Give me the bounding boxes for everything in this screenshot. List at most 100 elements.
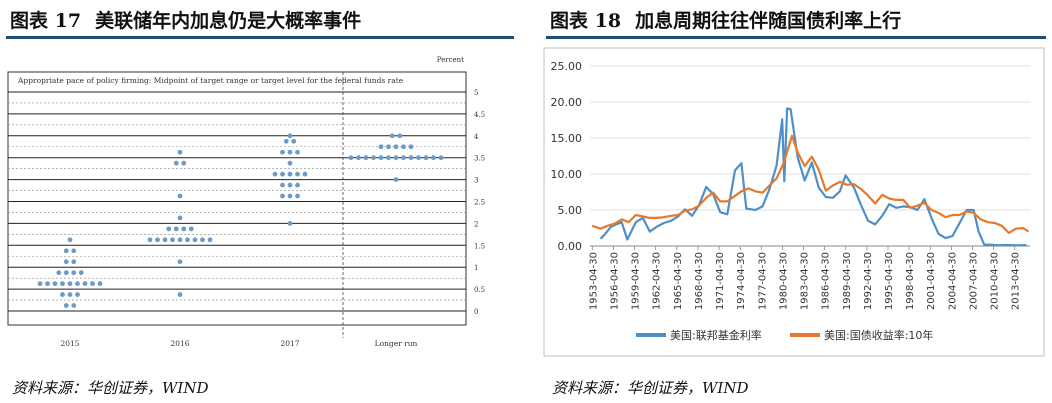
dotplot-dot — [177, 259, 183, 265]
dotplot-dot — [416, 155, 421, 161]
dotplot-dot — [280, 182, 285, 188]
dotplot-dot — [287, 160, 293, 166]
dotplot-dot — [280, 193, 285, 199]
left-chart-title-text: 美联储年内加息仍是大概率事件 — [95, 10, 362, 32]
rate-line-chart: 0.00 5.00 10.00 15.00 20.00 25.00 1953-04-30 19… — [543, 47, 1045, 357]
dotplot-dot — [386, 144, 391, 150]
dotplot-dot — [60, 281, 65, 287]
dotplot-dot — [378, 155, 384, 161]
dotplot-dot — [188, 226, 194, 232]
dotplot-dot — [423, 155, 429, 161]
linechart-x-tick-label: 1980-04-30 — [778, 252, 789, 310]
dotplot-x-category-label: 2016 — [170, 339, 189, 348]
dotplot-dot — [67, 281, 73, 287]
dotplot-y-tick-label: 0.5 — [474, 286, 485, 294]
dotplot-dot — [287, 133, 293, 139]
left-chart-title: 图表 17 美联储年内加息仍是大概率事件 — [10, 6, 361, 33]
treasury-10y-yield-line — [591, 134, 1030, 235]
dotplot-dot — [291, 138, 297, 144]
linechart-y-tick-label: 20.00 — [551, 96, 583, 109]
dotplot-y-tick-label: 0 — [474, 308, 478, 316]
dotplot-dot — [408, 155, 414, 161]
left-panel: 图表 17 美联储年内加息仍是大概率事件 Percent Appropriate p… — [0, 0, 520, 403]
right-chart-title: 图表 18 加息周期往往伴随国债利率上行 — [550, 6, 901, 33]
dotplot-dot — [45, 281, 50, 287]
linechart-x-tick-label: 1956-04-30 — [609, 252, 620, 310]
linechart-x-tick-label: 1986-04-30 — [821, 252, 832, 310]
dotplot-dot — [408, 144, 414, 150]
dotplot-dot — [386, 155, 391, 161]
dotplot-dot — [173, 160, 179, 166]
dotplot-dot — [272, 171, 278, 177]
dotplot-dot — [295, 171, 300, 177]
linechart-x-tick-label: 2007-04-30 — [968, 252, 979, 310]
linechart-x-tick-label: 1992-04-30 — [863, 252, 874, 310]
dotplot-frame — [7, 71, 467, 326]
right-chart-number: 图表 18 — [550, 10, 622, 32]
dotplot-dot — [67, 237, 73, 243]
dotplot-dot — [177, 215, 183, 221]
dotplot-dot — [287, 171, 293, 177]
linechart-y-tick-label: 25.00 — [551, 60, 583, 73]
dotplot-dot — [378, 144, 384, 150]
left-chart-number: 图表 17 — [10, 10, 82, 32]
dotplot-dot — [192, 237, 198, 243]
dotplot-dot — [173, 226, 179, 232]
dotplot-x-category-label: 2015 — [60, 339, 79, 348]
fed-funds-rate-line — [599, 107, 1027, 247]
dotplot-dot — [280, 171, 285, 177]
dotplot-dot — [431, 155, 436, 161]
dotplot-dot — [302, 171, 308, 177]
linechart-x-tick-label: 1989-04-30 — [842, 252, 853, 310]
dotplot-dot — [393, 144, 399, 150]
dotplot-dot — [37, 281, 43, 287]
dotplot-dot — [97, 281, 103, 287]
dotplot-dot — [82, 281, 88, 287]
dotplot-dot — [71, 270, 77, 276]
dotplot-dot — [397, 133, 403, 139]
dotplot-y-tick-label: 1 — [474, 264, 478, 272]
dotplot-dot — [363, 155, 369, 161]
dotplot-dot — [63, 303, 69, 308]
dotplot-dot — [52, 281, 58, 287]
linechart-x-tick-label: 1965-04-30 — [673, 252, 684, 310]
left-source-note: 资料来源：华创证券，WIND — [12, 379, 209, 397]
dotplot-dot — [283, 138, 289, 144]
dotplot-dot — [177, 237, 183, 243]
linechart-x-tick-label: 1968-04-30 — [694, 252, 705, 310]
dotplot-y-tick-label: 3.5 — [474, 155, 485, 163]
dotplot-dot — [63, 270, 69, 276]
dotplot-dot — [295, 182, 300, 188]
dotplot-dot — [200, 237, 205, 243]
linechart-x-tick-label: 2001-04-30 — [926, 252, 937, 310]
dotplot-dot — [90, 281, 95, 287]
right-chart-title-text: 加息周期往往伴随国债利率上行 — [635, 10, 902, 32]
right-title-rule — [546, 36, 1046, 39]
dotplot-dot — [185, 237, 190, 243]
linechart-y-tick-label: 10.00 — [551, 168, 583, 181]
linechart-x-tick-label: 1977-04-30 — [757, 252, 768, 310]
linechart-x-tick-label: 1971-04-30 — [715, 252, 726, 310]
dotplot-dot — [287, 182, 293, 188]
dotplot-y-tick-label: 1.5 — [474, 242, 485, 250]
dotplot-dot — [60, 292, 65, 297]
dotplot-dot — [75, 281, 80, 287]
dotplot-dot — [177, 149, 183, 155]
dotplot-dot — [295, 149, 300, 155]
dot-plot-chart: Percent Appropriate pace of policy firmin… — [7, 56, 485, 348]
dotplot-x-category-label: Longer run — [375, 339, 418, 348]
dotplot-x-category-label: 2017 — [280, 339, 299, 348]
dotplot-dot — [393, 155, 399, 161]
dotplot-dot — [287, 149, 293, 155]
dotplot-dot — [295, 193, 300, 199]
left-title-rule — [6, 36, 514, 39]
dotplot-dot — [177, 193, 183, 199]
right-source-note: 资料来源：华创证券，WIND — [552, 379, 749, 397]
dotplot-dot — [177, 292, 183, 297]
dotplot-dot — [207, 237, 213, 243]
dotplot-y-tick-label: 3 — [474, 177, 478, 185]
dotplot-dot — [63, 259, 69, 265]
dotplot-dot — [401, 144, 406, 150]
dotplot-dot — [67, 292, 73, 297]
dotplot-dot — [287, 221, 293, 226]
